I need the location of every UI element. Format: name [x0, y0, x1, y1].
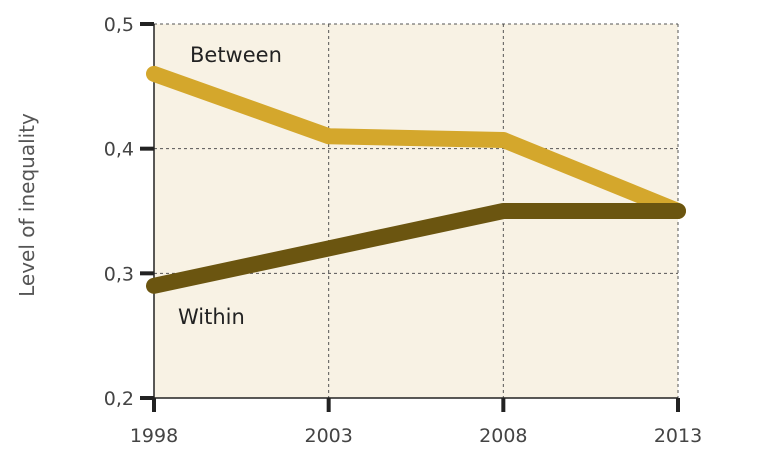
series-line-within	[146, 203, 686, 294]
y-tick-label: 0,5	[104, 14, 134, 36]
x-tick-label: 2008	[479, 425, 527, 447]
series-label-within: Within	[178, 305, 245, 329]
x-tick-label: 2013	[654, 425, 702, 447]
y-tick-label: 0,3	[104, 263, 134, 285]
series-line-between	[146, 65, 686, 219]
y-tick-label: 0,4	[104, 139, 134, 161]
series-lines	[146, 65, 686, 294]
x-tick-label: 1998	[130, 425, 178, 447]
series-label-between: Between	[190, 43, 282, 67]
x-tick-label: 2003	[304, 425, 352, 447]
y-axis-title: Level of inequality	[15, 113, 39, 297]
y-tick-label: 0,2	[104, 388, 134, 410]
chart-labels: 0,2 0,3 0,4 0,5 1998 2003 2008 2013 Between Withi…	[104, 14, 702, 447]
axes	[140, 22, 680, 412]
